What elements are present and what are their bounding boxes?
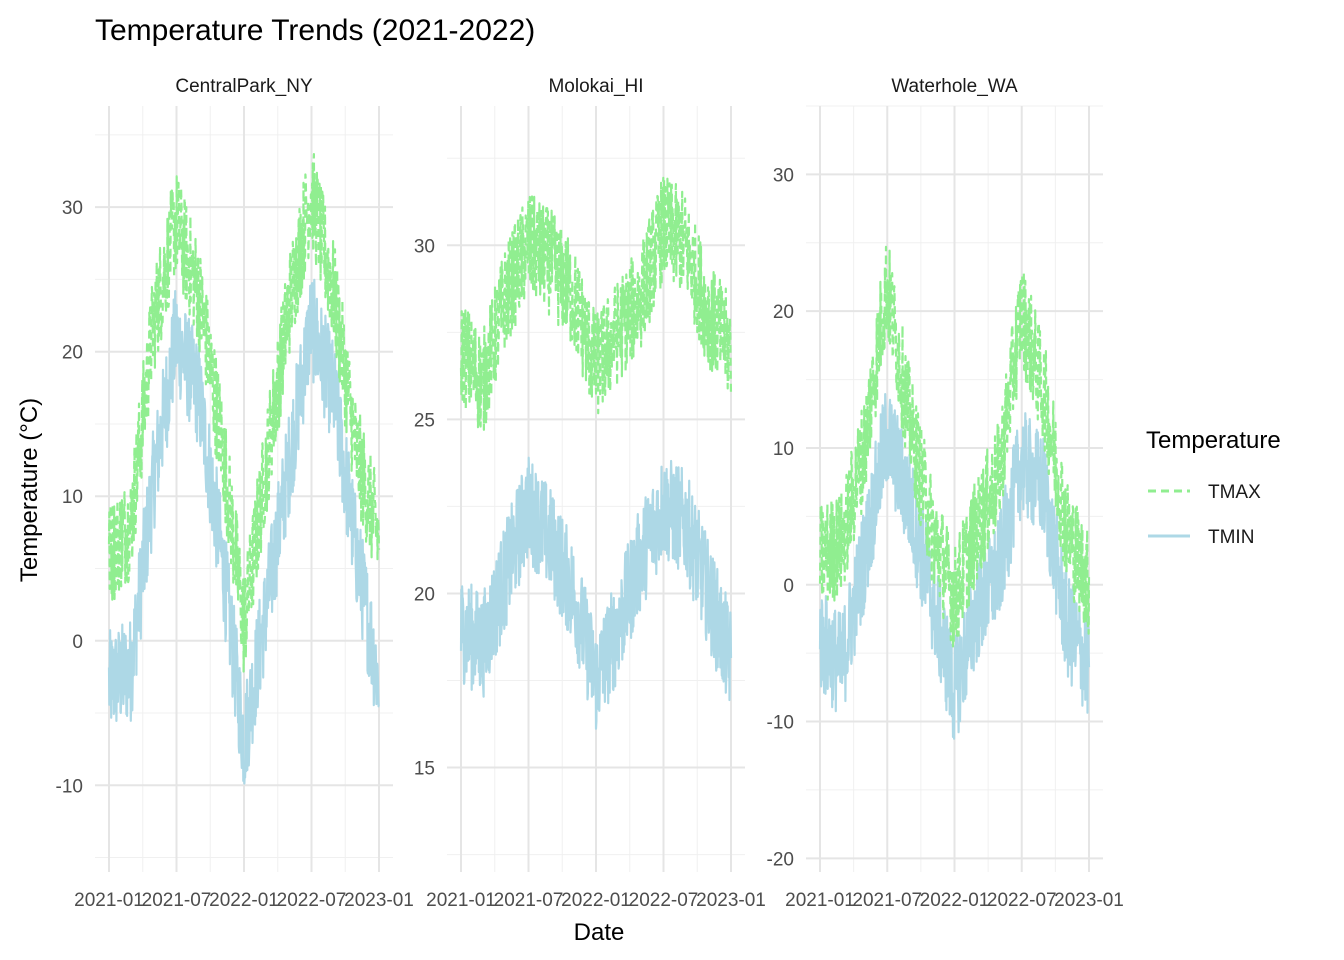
x-axis-title: Date [574,919,625,946]
y-tick-label: 10 [773,439,794,460]
y-tick-label: -20 [767,849,794,870]
x-tick-label: 2023-01 [696,890,766,911]
x-tick-label: 2021-01 [426,890,496,911]
y-tick-label: 10 [62,487,83,508]
facet-strip-label: Molokai_HI [548,76,643,97]
x-tick-label: 2021-01 [785,890,855,911]
facet-Waterhole_WA: -20 -10 0 10 20 30 2021-012021-072022-012022-0… [767,76,1124,911]
facet-strip-label: CentralPark_NY [175,76,313,97]
y-tick-label: 25 [414,410,435,431]
x-tick-label: 2021-07 [142,890,212,911]
y-tick-label: -10 [767,713,794,734]
facet-Molokai_HI: 15 20 25 30 2021-012021-072022-012022-072023… [414,76,766,911]
x-tick-label: 2021-01 [74,890,144,911]
x-tick-label: 2023-01 [344,890,414,911]
series-line-tmax [107,153,381,673]
y-tick-label: -10 [56,776,83,797]
x-tick-label: 2022-01 [561,890,631,911]
legend-label-tmax: TMAX [1208,482,1261,503]
x-tick-label: 2022-07 [987,890,1057,911]
facet-CentralPark_NY: -10 0 10 20 30 2021-012021-072022-012022-0720… [56,76,414,911]
y-axis-title: Temperature (°C) [16,398,43,582]
x-tick-label: 2023-01 [1054,890,1124,911]
series-line-tmax [459,176,733,431]
series-line-tmin [459,456,733,730]
y-tick-label: 0 [72,632,83,653]
series-line-tmax [818,245,1091,648]
y-tick-label: 30 [414,236,435,257]
x-tick-label: 2022-01 [209,890,279,911]
facet-panels: -1001020302021-012021-072022-012022-0720… [56,76,1124,911]
chart-title: Temperature Trends (2021-2022) [95,14,535,47]
x-tick-label: 2021-07 [852,890,922,911]
legend-label-tmin: TMIN [1208,527,1254,548]
y-tick-label: 30 [62,198,83,219]
x-tick-label: 2022-01 [920,890,990,911]
y-tick-label: 30 [773,165,794,186]
y-tick-label: 20 [62,343,83,364]
series-line-tmin [107,278,380,785]
legend-title: Temperature [1146,427,1281,454]
series-line-tmin [818,393,1091,740]
y-tick-label: 20 [773,302,794,323]
y-tick-label: 20 [414,584,435,605]
y-tick-label: 0 [783,576,794,597]
x-tick-label: 2022-07 [277,890,347,911]
x-tick-label: 2022-07 [629,890,699,911]
x-tick-label: 2021-07 [494,890,564,911]
facet-strip-label: Waterhole_WA [891,76,1018,97]
legend: Temperature TMAX TMIN [1146,427,1281,548]
y-tick-label: 15 [414,759,435,780]
